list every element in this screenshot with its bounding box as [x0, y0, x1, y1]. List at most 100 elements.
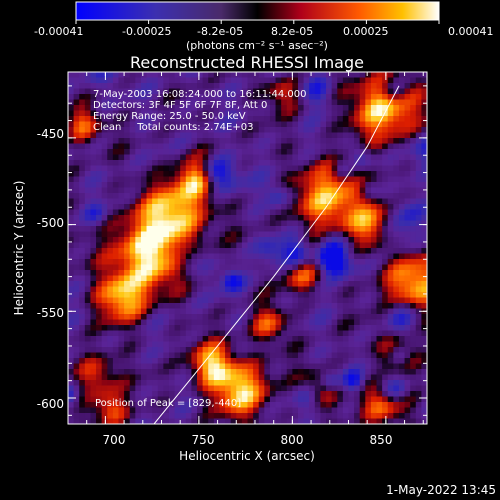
heatmap-cell	[202, 319, 209, 326]
heatmap-cell	[79, 204, 86, 210]
heatmap-cell	[241, 391, 248, 397]
heatmap-cell	[174, 248, 181, 254]
heatmap-cell	[264, 374, 271, 381]
heatmap-cell	[202, 385, 209, 392]
heatmap-cell	[174, 358, 181, 364]
heatmap-cell	[331, 182, 338, 188]
heatmap-cell	[157, 391, 164, 397]
heatmap-cell	[241, 88, 248, 95]
heatmap-cell	[157, 336, 164, 342]
heatmap-cell	[241, 319, 248, 326]
heatmap-cell	[197, 226, 204, 232]
heatmap-cell	[101, 77, 108, 84]
heatmap-cell	[286, 176, 293, 183]
heatmap-cell	[398, 77, 406, 84]
heatmap-cell	[163, 143, 170, 150]
heatmap-cell	[163, 336, 170, 342]
heatmap-cell	[112, 198, 119, 205]
heatmap-cell	[163, 413, 170, 419]
heatmap-cell	[398, 352, 406, 359]
heatmap-cell	[303, 374, 310, 381]
heatmap-cell	[376, 204, 383, 210]
heatmap-cell	[168, 154, 176, 161]
heatmap-cell	[354, 138, 361, 144]
heatmap-cell	[225, 369, 232, 375]
heatmap-cell	[107, 154, 114, 161]
heatmap-cell	[354, 176, 361, 183]
heatmap-cell	[331, 286, 338, 293]
heatmap-cell	[286, 160, 293, 166]
heatmap-cell	[84, 215, 91, 221]
heatmap-cell	[359, 385, 366, 392]
heatmap-cell	[225, 352, 232, 359]
heatmap-cell	[309, 358, 316, 364]
heatmap-cell	[225, 292, 232, 298]
annotation-time-range: 7-May-2003 16:08:24.000 to 16:11:44.000	[93, 89, 306, 100]
heatmap-cell	[191, 275, 198, 282]
heatmap-cell	[281, 341, 288, 348]
heatmap-cell	[393, 187, 400, 194]
heatmap-cell	[258, 116, 265, 122]
heatmap-cell	[331, 396, 338, 403]
heatmap-cell	[174, 363, 181, 370]
heatmap-cell	[146, 72, 153, 78]
heatmap-cell	[247, 165, 254, 172]
heatmap-cell	[258, 149, 265, 155]
heatmap-cell	[286, 297, 293, 304]
heatmap-cell	[281, 187, 288, 194]
heatmap-cell	[163, 204, 170, 210]
heatmap-cell	[421, 132, 427, 139]
heatmap-cell	[79, 116, 86, 122]
heatmap-cell	[415, 275, 422, 282]
heatmap-cell	[404, 176, 411, 183]
heatmap-cell	[135, 369, 142, 375]
heatmap-cell	[152, 83, 159, 89]
heatmap-cell	[213, 72, 220, 78]
heatmap-cell	[118, 110, 125, 117]
heatmap-cell	[247, 209, 254, 216]
heatmap-cell	[241, 380, 248, 386]
heatmap-cell	[230, 72, 237, 78]
heatmap-cell	[157, 374, 164, 381]
heatmap-cell	[90, 237, 97, 243]
heatmap-cell	[73, 341, 80, 348]
heatmap-cell	[180, 226, 187, 232]
heatmap-cell	[90, 380, 97, 386]
heatmap-cell	[185, 308, 192, 315]
heatmap-cell	[387, 231, 394, 238]
heatmap-cell	[79, 198, 86, 205]
heatmap-cell	[107, 143, 114, 150]
heatmap-cell	[303, 198, 310, 205]
heatmap-cell	[241, 369, 248, 375]
heatmap-cell	[68, 143, 75, 150]
heatmap-cell	[163, 259, 170, 265]
heatmap-cell	[331, 83, 338, 89]
heatmap-cell	[73, 77, 80, 84]
heatmap-cell	[180, 110, 187, 117]
heatmap-cell	[236, 182, 243, 188]
heatmap-cell	[101, 336, 108, 342]
heatmap-cell	[236, 396, 243, 403]
heatmap-cell	[241, 160, 248, 166]
heatmap-cell	[365, 325, 372, 331]
heatmap-cell	[118, 226, 125, 232]
heatmap-cell	[354, 171, 361, 177]
heatmap-cell	[118, 380, 125, 386]
heatmap-cell	[247, 154, 254, 161]
heatmap-cell	[68, 160, 75, 166]
heatmap-cell	[326, 319, 333, 326]
heatmap-cell	[247, 319, 254, 326]
heatmap-cell	[135, 264, 142, 271]
heatmap-cell	[236, 358, 243, 364]
heatmap-cell	[163, 149, 170, 155]
heatmap-cell	[365, 402, 372, 408]
heatmap-cell	[398, 193, 406, 199]
heatmap-cell	[225, 385, 232, 392]
heatmap-cell	[365, 226, 372, 232]
heatmap-cell	[129, 330, 136, 337]
heatmap-cell	[348, 127, 355, 133]
heatmap-cell	[292, 248, 299, 254]
heatmap-cell	[269, 154, 277, 161]
heatmap-cell	[326, 413, 333, 419]
heatmap-cell	[376, 105, 383, 111]
